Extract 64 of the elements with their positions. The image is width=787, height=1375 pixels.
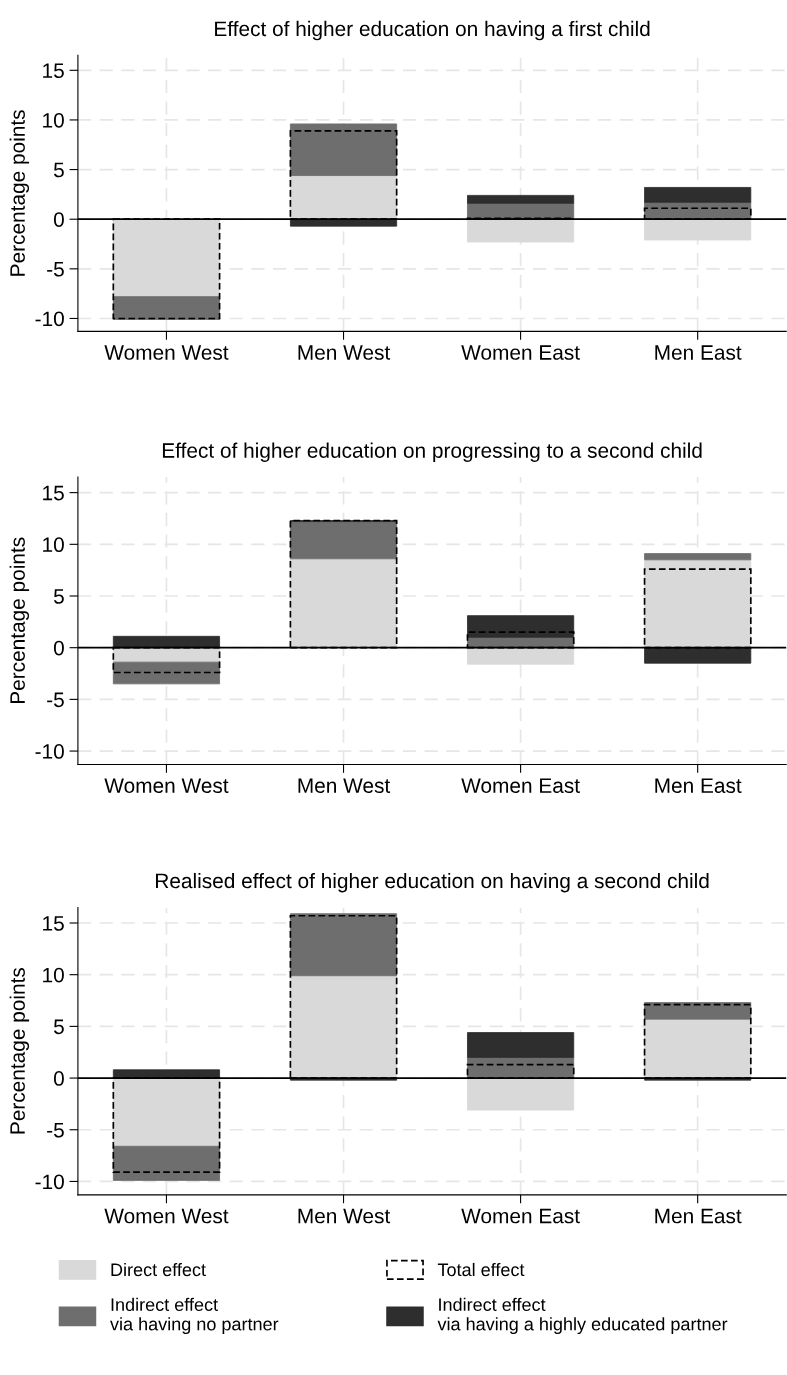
- bar: [112, 218, 220, 298]
- bar: [644, 1002, 752, 1020]
- bar: [467, 1077, 575, 1111]
- chart-title: Effect of higher education on having a first child: [215, 20, 650, 41]
- y-tick-label: 5: [53, 162, 64, 178]
- bar: [644, 218, 752, 241]
- bar: [112, 661, 220, 685]
- y-axis-title: Percentage points: [9, 967, 30, 1134]
- bar: [644, 187, 752, 203]
- y-tick-label: -10: [35, 1174, 64, 1190]
- y-tick-label: 0: [53, 640, 64, 656]
- y-tick-label: 10: [43, 967, 64, 983]
- bar: [112, 1077, 220, 1147]
- bar: [467, 1032, 575, 1058]
- bar: [644, 553, 752, 561]
- bar: [289, 558, 398, 649]
- y-tick-label: 15: [43, 916, 64, 931]
- bar: [289, 175, 398, 220]
- x-tick-label: Women West: [104, 778, 229, 793]
- x-tick-label: Women West: [104, 345, 229, 360]
- bar: [112, 296, 220, 320]
- y-tick-label: 0: [53, 212, 64, 227]
- bar: [644, 1018, 752, 1079]
- y-axis-title: Percentage points: [9, 110, 30, 276]
- y-tick-label: 0: [53, 1071, 64, 1086]
- x-tick-label: Men West: [298, 1208, 391, 1224]
- x-tick-label: Men West: [298, 778, 391, 793]
- x-tick-label: Women East: [461, 778, 580, 793]
- x-tick-label: Men East: [655, 778, 742, 793]
- legend-label: Direct effect: [111, 1262, 206, 1277]
- chart-title: Effect of higher education on progressing to a second child: [162, 442, 702, 462]
- y-tick-label: 5: [53, 1019, 64, 1035]
- bar: [467, 615, 575, 638]
- y-tick-label: -10: [35, 744, 64, 759]
- y-tick-label: 10: [43, 112, 64, 128]
- x-tick-label: Women East: [461, 345, 580, 360]
- legend-label: Total effect: [437, 1262, 525, 1277]
- x-tick-label: Men West: [298, 345, 391, 360]
- x-tick-label: Women East: [461, 1208, 580, 1224]
- bar: [467, 194, 575, 204]
- x-tick-label: Men East: [655, 1208, 742, 1224]
- bar: [467, 647, 575, 665]
- bar: [289, 123, 398, 176]
- bar: [289, 913, 398, 977]
- y-tick-label: -5: [47, 1122, 64, 1138]
- x-tick-label: Women West: [104, 1208, 229, 1224]
- y-tick-label: -10: [35, 311, 64, 327]
- y-tick-label: -5: [47, 262, 64, 277]
- bar: [289, 975, 398, 1079]
- bar: [289, 521, 398, 560]
- x-tick-label: Men East: [655, 345, 742, 360]
- legend-label: Indirect effect via having a highly educated partner: [437, 1297, 728, 1335]
- legend-label: Indirect effect via having no partner: [110, 1297, 279, 1335]
- y-tick-label: 15: [43, 485, 64, 501]
- bar: [644, 647, 752, 664]
- y-axis-title: Percentage points: [9, 537, 30, 704]
- y-tick-label: 5: [53, 589, 64, 604]
- chart-title: Realised effect of higher education on having a second child: [156, 872, 709, 893]
- y-tick-label: 15: [43, 63, 64, 79]
- bar: [112, 635, 220, 649]
- bar: [467, 218, 575, 243]
- bar: [112, 1145, 220, 1181]
- y-tick-label: 10: [43, 537, 64, 553]
- y-tick-label: -5: [47, 692, 64, 708]
